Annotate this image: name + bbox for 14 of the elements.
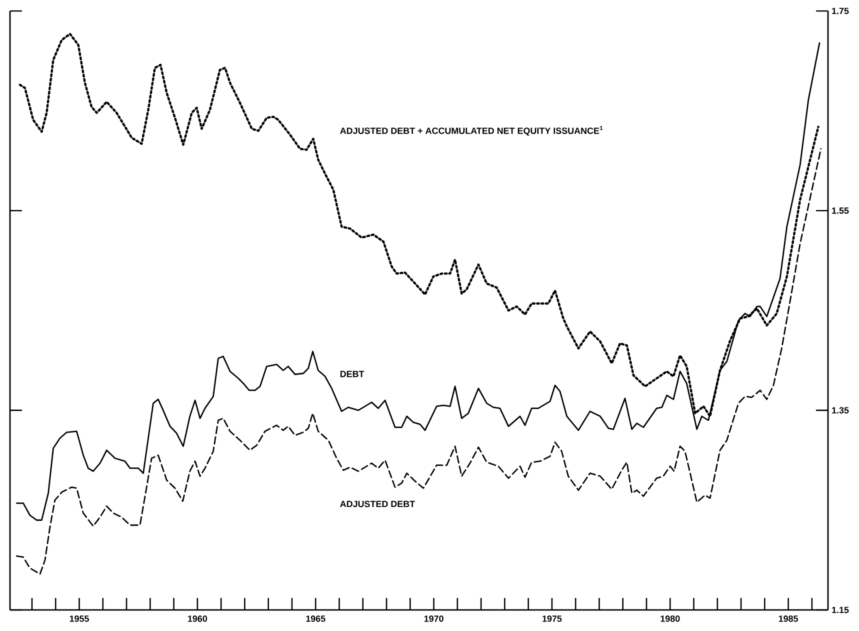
x-tick-label: 1970 [424, 616, 444, 622]
y-tick-label: 1.75 [832, 8, 849, 14]
x-tick-label: 1985 [778, 616, 798, 622]
series-label: ADJUSTED DEBT [340, 500, 415, 508]
text: ADJUSTED DEBT + ACCUMULATED NET EQUITY ISSUANCE$^{1}$ [340, 126, 603, 136]
x-tick-label: 1975 [542, 616, 562, 622]
x-tick-label: 1960 [188, 616, 208, 622]
y-tick-label: 1.35 [832, 407, 849, 414]
series-label: DEBT [340, 370, 364, 378]
y-tick-label: 1.15 [832, 606, 849, 614]
x-tick-label: 1965 [306, 616, 326, 622]
y-tick-label: 1.55 [832, 208, 849, 214]
x-tick-label: 1980 [660, 616, 680, 622]
x-tick-label: 1955 [70, 616, 89, 622]
